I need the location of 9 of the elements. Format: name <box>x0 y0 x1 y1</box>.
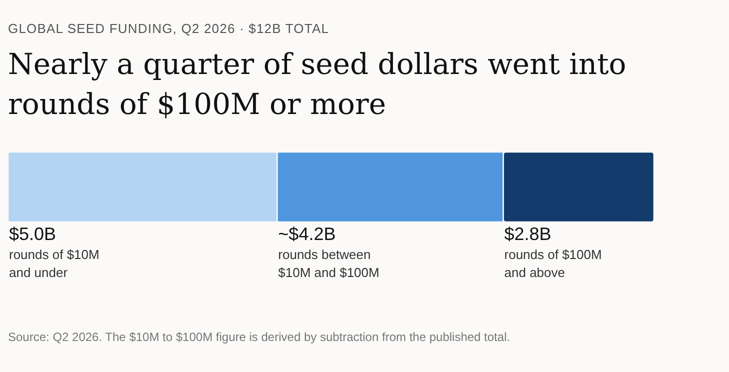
chart-subtitle: GLOBAL SEED FUNDING, Q2 2026 · $12B TOTAL <box>8 21 330 36</box>
data-label: $2.8B <box>504 224 552 244</box>
source-note: Source: Q2 2026. The $10M to $100M figure is derived by subtraction from the published total. <box>8 329 512 346</box>
series-label: rounds of $10M and under <box>9 247 100 280</box>
series-label: rounds of $100M and above <box>504 247 602 280</box>
data-label: $5.0B <box>9 224 56 244</box>
chart-title: Nearly a quarter of seed dollars went into rounds of $100M or more <box>8 46 628 123</box>
series-label: rounds between $10M and $100M <box>278 247 380 280</box>
data-label: ~$4.2B <box>278 224 336 244</box>
